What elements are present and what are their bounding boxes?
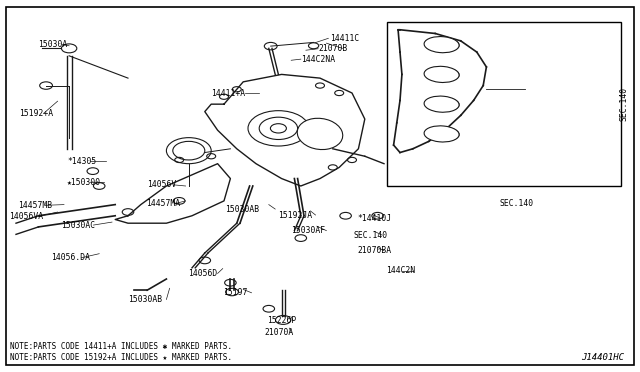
Ellipse shape xyxy=(424,36,459,53)
Ellipse shape xyxy=(297,118,343,150)
Text: 15192JA: 15192JA xyxy=(278,211,312,219)
Text: 15030AB: 15030AB xyxy=(128,295,162,304)
Text: 14457MB: 14457MB xyxy=(18,201,52,210)
Text: SEC.140: SEC.140 xyxy=(620,87,628,121)
Text: 14056D: 14056D xyxy=(188,269,218,278)
Text: NOTE:PARTS CODE 14411+A INCLUDES ✱ MARKED PARTS.: NOTE:PARTS CODE 14411+A INCLUDES ✱ MARKE… xyxy=(10,342,232,351)
Text: 14056V: 14056V xyxy=(147,180,177,189)
Text: 21070A: 21070A xyxy=(264,328,294,337)
Text: 15192+A: 15192+A xyxy=(19,109,53,118)
Text: SEC.140: SEC.140 xyxy=(499,199,533,208)
Text: NOTE:PARTS CODE 15192+A INCLUDES ★ MARKED PARTS.: NOTE:PARTS CODE 15192+A INCLUDES ★ MARKE… xyxy=(10,353,232,362)
Text: 144C2NA: 144C2NA xyxy=(301,55,335,64)
Text: 15030AB: 15030AB xyxy=(225,205,259,214)
Ellipse shape xyxy=(270,124,287,133)
Text: J14401HC: J14401HC xyxy=(581,353,624,362)
Text: 21070BA: 21070BA xyxy=(357,246,391,255)
Ellipse shape xyxy=(424,126,459,142)
Text: 14411+A: 14411+A xyxy=(211,89,245,97)
Ellipse shape xyxy=(248,111,308,146)
Text: SEC.140: SEC.140 xyxy=(354,231,388,240)
Ellipse shape xyxy=(259,117,298,140)
Ellipse shape xyxy=(431,38,459,51)
Ellipse shape xyxy=(431,127,459,141)
Ellipse shape xyxy=(424,96,459,112)
Text: 15226P: 15226P xyxy=(267,316,296,325)
Ellipse shape xyxy=(166,138,211,164)
Text: 14056.DA: 14056.DA xyxy=(51,253,90,262)
Text: 15030AF: 15030AF xyxy=(291,226,325,235)
Ellipse shape xyxy=(431,68,459,81)
Text: 14056VA: 14056VA xyxy=(9,212,43,221)
Text: *14305: *14305 xyxy=(67,157,97,166)
Ellipse shape xyxy=(431,97,459,111)
Ellipse shape xyxy=(173,141,205,160)
Text: 15030AC: 15030AC xyxy=(61,221,95,230)
Text: 144C2N: 144C2N xyxy=(386,266,415,275)
Text: 14411C: 14411C xyxy=(330,34,359,43)
Text: 15030A: 15030A xyxy=(38,40,68,49)
Text: 15197: 15197 xyxy=(223,288,248,297)
Text: 21070B: 21070B xyxy=(318,44,348,53)
Ellipse shape xyxy=(424,66,459,83)
Text: ★150300: ★150300 xyxy=(67,178,101,187)
Text: 14457MA: 14457MA xyxy=(146,199,180,208)
Text: *14410J: *14410J xyxy=(357,214,391,223)
Bar xyxy=(387,22,621,186)
